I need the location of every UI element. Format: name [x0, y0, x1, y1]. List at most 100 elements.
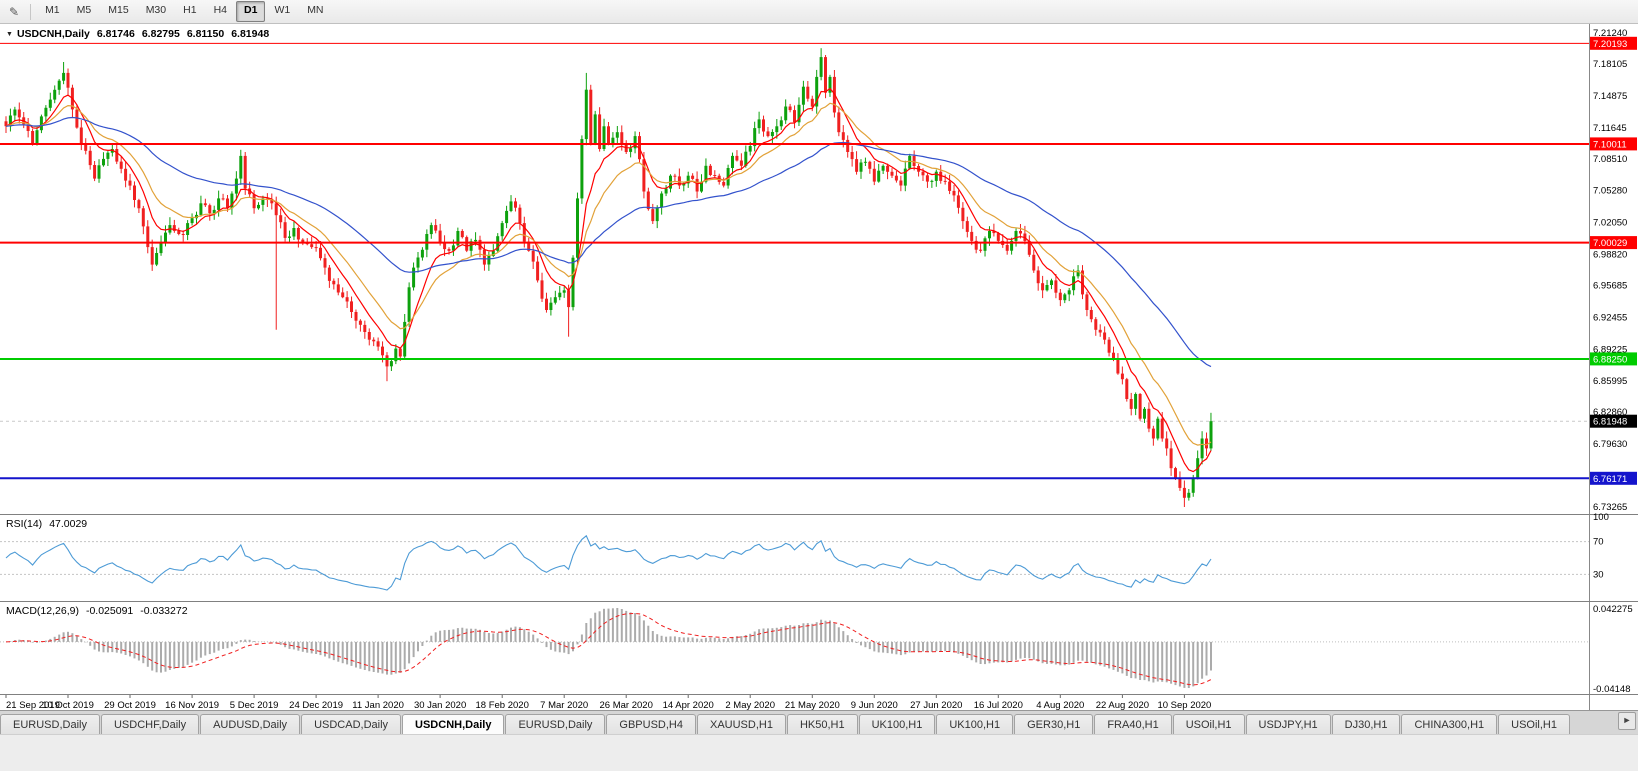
draw-tool-icon[interactable]: ✎ — [9, 4, 20, 19]
time-axis-label: 30 Jan 2020 — [414, 700, 466, 710]
chart-tab-uk100-h1[interactable]: UK100,H1 — [858, 714, 936, 734]
chart-tab-hk50-h1[interactable]: HK50,H1 — [786, 714, 858, 734]
timeframe-button-h1[interactable]: H1 — [183, 4, 197, 16]
chart-tabs: EURUSD,Daily USDCHF,Daily AUDUSD,Daily USDC… — [0, 714, 1571, 734]
macd-panel: 0.042275 -0.04148 — [0, 601, 1638, 695]
time-axis-label: 2 May 2020 — [725, 700, 775, 710]
price-tick-label: 7.14875 — [1593, 91, 1627, 102]
time-axis-label: 22 Aug 2020 — [1096, 700, 1149, 710]
macd-scale-bottom-label: -0.04148 — [1593, 684, 1631, 695]
time-axis-label: 16 Jul 2020 — [974, 700, 1023, 710]
chart-tab-eurusd-daily[interactable]: EURUSD,Daily — [0, 714, 100, 734]
time-axis-label: 16 Nov 2019 — [165, 700, 219, 710]
price-tick-label: 6.82860 — [1593, 407, 1627, 418]
price-tick-label: 6.95685 — [1593, 281, 1627, 292]
timeframe-button-m30[interactable]: M30 — [145, 4, 167, 16]
chart-tab-usdchf-daily[interactable]: USDCHF,Daily — [100, 714, 200, 734]
price-tick-label: 7.18105 — [1593, 59, 1627, 70]
ma-8-line — [5, 87, 1212, 473]
rsi-line — [5, 534, 1212, 591]
chart-tab-china300-h1[interactable]: CHINA300,H1 — [1401, 714, 1498, 734]
rsi-panel: 100 70 30 — [0, 512, 1638, 591]
price-tick-label: 6.89225 — [1593, 344, 1627, 355]
price-line-label: 7.10011 — [1593, 139, 1627, 150]
chart-tab-dj30-h1[interactable]: DJ30,H1 — [1331, 714, 1401, 734]
rsi-scale-label: 30 — [1593, 569, 1604, 580]
timeframe-toolbar: ✎ M1 M5 M15 M30 H1 H4 D1 W1 MN — [0, 0, 1638, 24]
candles-layer — [4, 48, 1213, 507]
chart-tab-usdjpy-h1[interactable]: USDJPY,H1 — [1245, 714, 1331, 734]
price-tick-label: 7.21240 — [1593, 28, 1627, 39]
price-tick-label: 7.11645 — [1593, 123, 1627, 134]
rsi-scale-label: 70 — [1593, 537, 1604, 548]
timeframe-button-m5[interactable]: M5 — [76, 4, 92, 16]
price-line-label: 6.76171 — [1593, 474, 1627, 485]
time-axis-label: 10 Oct 2019 — [42, 700, 94, 710]
chart-tab-usoil-h1[interactable]: USOil,H1 — [1172, 714, 1245, 734]
chart-tab-fra40-h1[interactable]: FRA40,H1 — [1094, 714, 1172, 734]
timeframe-button-d1[interactable]: D1 — [236, 1, 266, 22]
price-line-label: 7.20193 — [1593, 39, 1627, 50]
chart-window: 7.21240 7.18105 7.14875 7.11645 7.08510 7.052… — [0, 24, 1638, 710]
time-axis-label: 24 Dec 2019 — [289, 700, 343, 710]
price-tick-label: 7.08510 — [1593, 154, 1627, 165]
price-tick-label: 7.02050 — [1593, 218, 1627, 229]
chart-tab-ger30-h1[interactable]: GER30,H1 — [1014, 714, 1094, 734]
time-axis-label: 29 Oct 2019 — [104, 700, 156, 710]
time-axis-label: 21 Sep 2019 — [6, 700, 60, 710]
price-line-label: 7.00029 — [1593, 238, 1627, 249]
chart-tab-usdcad-daily[interactable]: USDCAD,Daily — [301, 714, 402, 734]
price-line-label: 6.81948 — [1593, 417, 1627, 428]
chart-tab-eurusd-daily[interactable]: EURUSD,Daily — [505, 714, 606, 734]
timeframe-button-w1[interactable]: W1 — [274, 4, 291, 16]
timeframe-buttons: M1 M5 M15 M30 H1 H4 D1 W1 MN — [37, 1, 331, 22]
price-tick-label: 6.92455 — [1593, 312, 1627, 323]
timeframe-button-m15[interactable]: M15 — [108, 4, 129, 16]
price-tick-label: 6.73265 — [1593, 502, 1627, 513]
time-axis-label: 7 Mar 2020 — [540, 700, 588, 710]
price-chart-canvas[interactable]: 7.21240 7.18105 7.14875 7.11645 7.08510 7.052… — [0, 24, 1638, 710]
timeframe-button-h4[interactable]: H4 — [213, 4, 227, 16]
chart-tab-xauusd-h1[interactable]: XAUUSD,H1 — [696, 714, 786, 734]
ma-16-line — [5, 102, 1212, 446]
horizontal-level-lines[interactable] — [0, 42, 1589, 480]
time-axis-label: 5 Dec 2019 — [230, 700, 279, 710]
toolbar-separator — [30, 3, 32, 20]
rsi-scale-label: 100 — [1593, 512, 1609, 523]
time-axis-label: 10 Sep 2020 — [1157, 700, 1211, 710]
price-tick-label: 6.98820 — [1593, 250, 1627, 261]
chart-tab-bar: EURUSD,Daily USDCHF,Daily AUDUSD,Daily USDC… — [0, 710, 1638, 734]
time-axis-label: 21 May 2020 — [785, 700, 840, 710]
timeframe-button-m1[interactable]: M1 — [45, 4, 60, 16]
tab-scroll-right-button[interactable]: ► — [1618, 712, 1636, 730]
price-line-label: 6.88250 — [1593, 354, 1627, 365]
time-axis-label: 14 Apr 2020 — [663, 700, 714, 710]
price-tick-label: 7.05280 — [1593, 186, 1627, 197]
price-tick-label: 6.85995 — [1593, 376, 1627, 387]
price-scale[interactable]: 7.21240 7.18105 7.14875 7.11645 7.08510 7.052… — [1589, 24, 1638, 710]
window-bottom-strip — [0, 734, 1638, 771]
time-axis-label: 27 Jun 2020 — [910, 700, 962, 710]
macd-histogram — [9, 608, 1212, 688]
timeframe-button-mn[interactable]: MN — [307, 4, 324, 16]
time-axis-label: 18 Feb 2020 — [476, 700, 529, 710]
price-line-label-box — [1590, 471, 1637, 485]
price-line-label-box — [1590, 352, 1637, 366]
chart-tab-usdcnh-daily[interactable]: USDCNH,Daily — [402, 714, 505, 734]
time-axis-label: 11 Jan 2020 — [352, 700, 404, 710]
price-line-label-box — [1590, 414, 1637, 428]
ma-50-line — [5, 116, 1212, 368]
macd-signal-line — [5, 612, 1212, 686]
time-axis-label: 9 Jun 2020 — [851, 700, 898, 710]
time-axis-label: 4 Aug 2020 — [1036, 700, 1084, 710]
price-line-label-box — [1590, 36, 1637, 50]
price-line-label-box — [1590, 236, 1637, 250]
chart-tab-gbpusd-h4[interactable]: GBPUSD,H4 — [606, 714, 696, 734]
chart-tab-uk100-h1[interactable]: UK100,H1 — [936, 714, 1014, 734]
chart-tab-audusd-daily[interactable]: AUDUSD,Daily — [200, 714, 301, 734]
price-tick-label: 6.79630 — [1593, 439, 1627, 450]
time-axis-label: 26 Mar 2020 — [600, 700, 653, 710]
chart-tab-usoil-h1[interactable]: USOil,H1 — [1498, 714, 1570, 734]
price-line-label-box — [1590, 137, 1637, 151]
